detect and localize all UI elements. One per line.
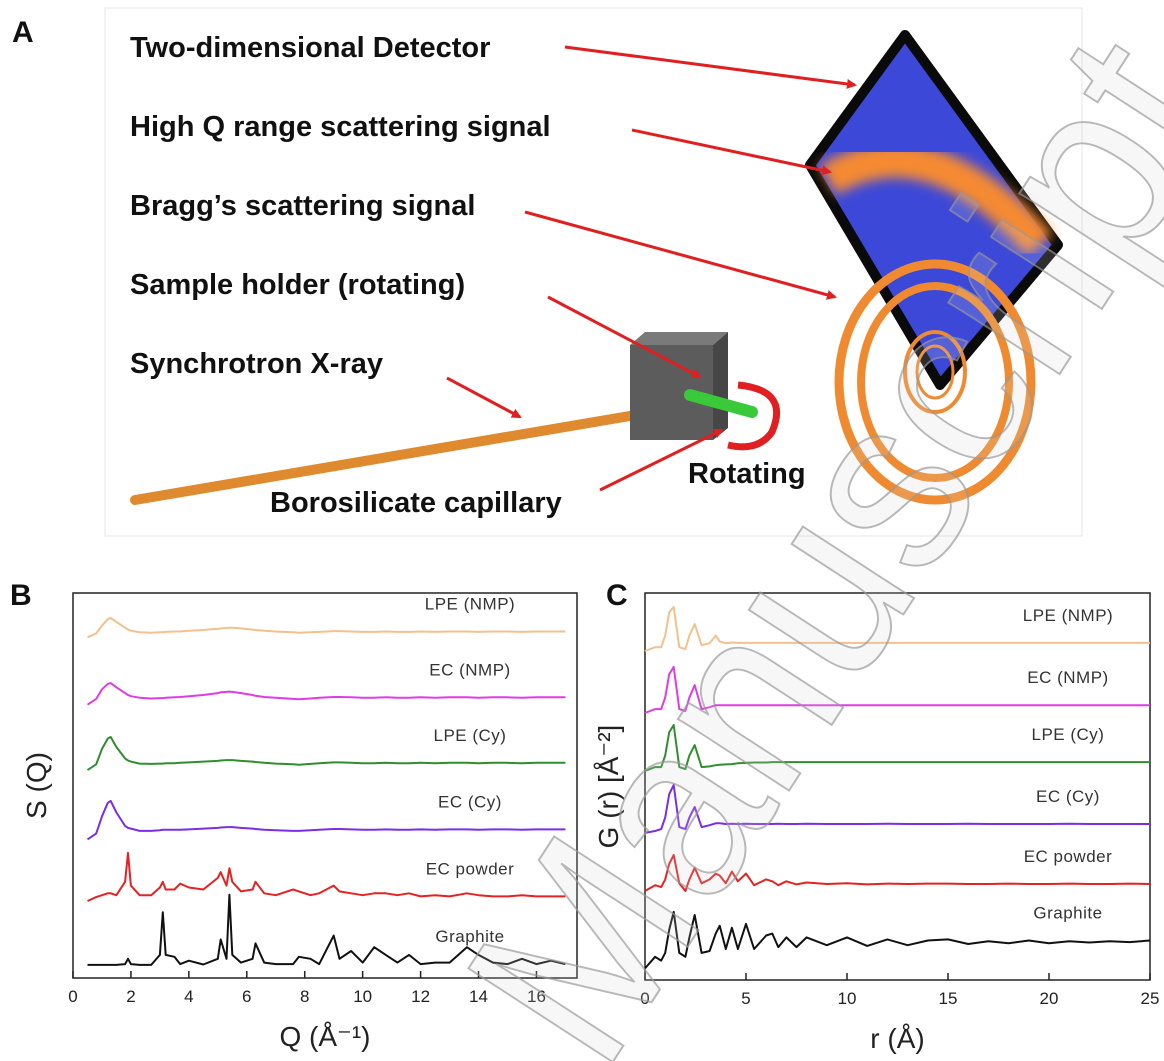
label: Synchrotron X-ray bbox=[130, 348, 383, 380]
figure: A Two-dimensional Detector High Q range … bbox=[0, 0, 1164, 1061]
series-label: LPE (NMP) bbox=[1023, 606, 1113, 625]
series-label: Graphite bbox=[1033, 904, 1102, 923]
series-label: EC (Cy) bbox=[1036, 787, 1100, 806]
series-line bbox=[88, 683, 566, 705]
label: High Q range scattering signal bbox=[130, 111, 551, 143]
series-line bbox=[88, 618, 566, 637]
x-tick-label: 5 bbox=[741, 989, 750, 1008]
y-axis-title: S (Q) bbox=[21, 752, 52, 819]
label: Two-dimensional Detector bbox=[130, 32, 490, 64]
x-axis-title: r (Å) bbox=[870, 1023, 924, 1054]
x-tick-label: 10 bbox=[838, 989, 857, 1008]
label: Borosilicate capillary bbox=[270, 487, 562, 519]
x-axis-title: Q (Å⁻¹) bbox=[280, 1021, 371, 1052]
series-label: EC (NMP) bbox=[1027, 668, 1108, 687]
x-tick-label: 20 bbox=[1040, 989, 1059, 1008]
x-tick-label: 6 bbox=[242, 987, 251, 1006]
panel-label: B bbox=[10, 579, 32, 612]
series-label: LPE (NMP) bbox=[425, 595, 515, 614]
series-label: EC powder bbox=[1024, 847, 1113, 866]
x-tick-label: 2 bbox=[126, 987, 135, 1006]
x-tick-label: 12 bbox=[411, 987, 430, 1006]
x-tick-label: 0 bbox=[68, 987, 77, 1006]
series-label: EC (Cy) bbox=[438, 792, 502, 811]
x-tick-label: 10 bbox=[353, 987, 372, 1006]
panel-label: C bbox=[606, 579, 628, 612]
panel-label: A bbox=[12, 16, 34, 49]
x-tick-label: 4 bbox=[184, 987, 193, 1006]
series-label: LPE (Cy) bbox=[1032, 725, 1105, 744]
x-tick-label: 25 bbox=[1141, 989, 1160, 1008]
label: Sample holder (rotating) bbox=[130, 269, 465, 301]
series-label: EC (NMP) bbox=[429, 660, 510, 679]
x-tick-label: 15 bbox=[939, 989, 958, 1008]
x-tick-label: 8 bbox=[300, 987, 309, 1006]
series-label: LPE (Cy) bbox=[434, 726, 507, 745]
label: Bragg’s scattering signal bbox=[130, 190, 475, 222]
